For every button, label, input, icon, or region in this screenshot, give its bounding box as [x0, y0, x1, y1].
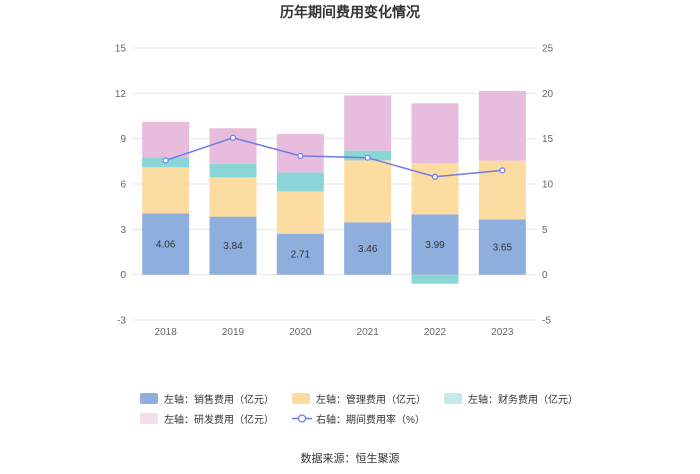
gridlines [132, 47, 536, 321]
legend-item[interactable]: 左轴：销售费用（亿元） [140, 391, 274, 406]
axis-labels: -3 0 3 6 9 12 15 -5 0 5 10 15 20 25 2018 2019 2020 2021 20… [115, 44, 554, 339]
bar-series [142, 91, 526, 284]
line-point [431, 173, 439, 180]
line-point [499, 167, 506, 174]
line-series [162, 134, 506, 180]
bar-segment [209, 128, 257, 164]
bar-segment [411, 103, 459, 163]
bar-segment [209, 216, 257, 275]
legend-swatch [140, 392, 158, 404]
right-axis-tick: 15 [542, 134, 554, 145]
line-point [229, 134, 237, 141]
line-path [165, 136, 503, 178]
legend-label: 左轴：管理费用（亿元） [316, 394, 426, 406]
line-point [364, 154, 371, 161]
bar-segment [411, 162, 459, 215]
bar-segment [209, 177, 257, 217]
legend-swatch [292, 392, 310, 404]
x-axis-tick: 2018 [155, 327, 178, 338]
bar-segment [411, 214, 459, 275]
x-axis-tick: 2019 [222, 327, 245, 338]
x-axis-tick: 2021 [357, 327, 380, 338]
data-label: 3.46 [358, 244, 378, 255]
right-axis-tick: 20 [542, 89, 554, 100]
legend-item[interactable]: 左轴：财务费用（亿元） [444, 391, 578, 406]
chart-canvas: 历年期间费用变化情况 4.06 3.84 2.71 3.46 3.99 3.65 -3 0 3… [115, 4, 554, 339]
line-point [162, 157, 169, 164]
right-axis-tick: 0 [542, 270, 548, 281]
bar-segment [276, 191, 324, 234]
right-axis-tick: -5 [542, 316, 551, 327]
data-source: 数据来源：恒生聚源 [300, 453, 400, 465]
data-labels: 4.06 3.84 2.71 3.46 3.99 3.65 [156, 239, 513, 260]
legend-swatch [444, 392, 462, 404]
legend-item[interactable]: 左轴：研发费用（亿元） [140, 411, 274, 426]
left-axis-tick: 0 [120, 270, 126, 281]
left-axis-tick: 3 [120, 225, 126, 236]
bar-segment [344, 160, 392, 223]
left-axis-tick: 6 [120, 180, 126, 191]
left-axis-tick: 12 [115, 89, 127, 100]
legend: 左轴：销售费用（亿元） 左轴：管理费用（亿元） 左轴：财务费用（亿元） 左轴：研发费… [140, 388, 580, 428]
bar-segment [209, 163, 257, 178]
bar-segment [344, 222, 392, 275]
bar-segment [142, 213, 190, 275]
legend-label: 左轴：财务费用（亿元） [468, 394, 578, 406]
legend-label: 左轴：销售费用（亿元） [164, 394, 274, 406]
line-point [297, 152, 304, 159]
legend-swatch [140, 412, 158, 424]
left-axis-tick: -3 [117, 316, 126, 327]
bar-segment [478, 219, 526, 275]
bar-segment [478, 91, 526, 161]
right-axis-tick: 25 [542, 44, 554, 55]
left-axis-tick: 9 [120, 134, 126, 145]
bar-segment [411, 274, 459, 284]
data-label: 3.65 [493, 243, 513, 254]
legend-row: 左轴：销售费用（亿元） 左轴：管理费用（亿元） 左轴：财务费用（亿元） [140, 388, 580, 408]
bar-segment [276, 172, 324, 192]
left-axis-tick: 15 [115, 44, 127, 55]
data-label: 3.99 [425, 240, 445, 251]
bar-segment [276, 233, 324, 275]
chart-title: 历年期间费用变化情况 [280, 4, 420, 20]
right-axis-tick: 10 [542, 180, 554, 191]
data-label: 3.84 [223, 241, 243, 252]
legend-label: 左轴：研发费用（亿元） [164, 414, 274, 426]
bar-segment [142, 121, 190, 158]
right-axis-tick: 5 [542, 225, 548, 236]
legend-label: 右轴：期间费用率（%） [316, 414, 425, 426]
x-axis-tick: 2022 [424, 327, 447, 338]
bar-segment [142, 167, 190, 214]
x-axis-tick: 2020 [289, 327, 312, 338]
bar-segment [344, 95, 392, 151]
legend-row: 左轴：研发费用（亿元） 右轴：期间费用率（%） [140, 408, 580, 428]
x-axis-tick: 2023 [491, 327, 514, 338]
data-label: 4.06 [156, 239, 176, 250]
data-label: 2.71 [291, 250, 311, 261]
legend-item[interactable]: 左轴：管理费用（亿元） [292, 391, 426, 406]
legend-item[interactable]: 右轴：期间费用率（%） [292, 411, 425, 426]
legend-line-swatch [292, 413, 312, 423]
